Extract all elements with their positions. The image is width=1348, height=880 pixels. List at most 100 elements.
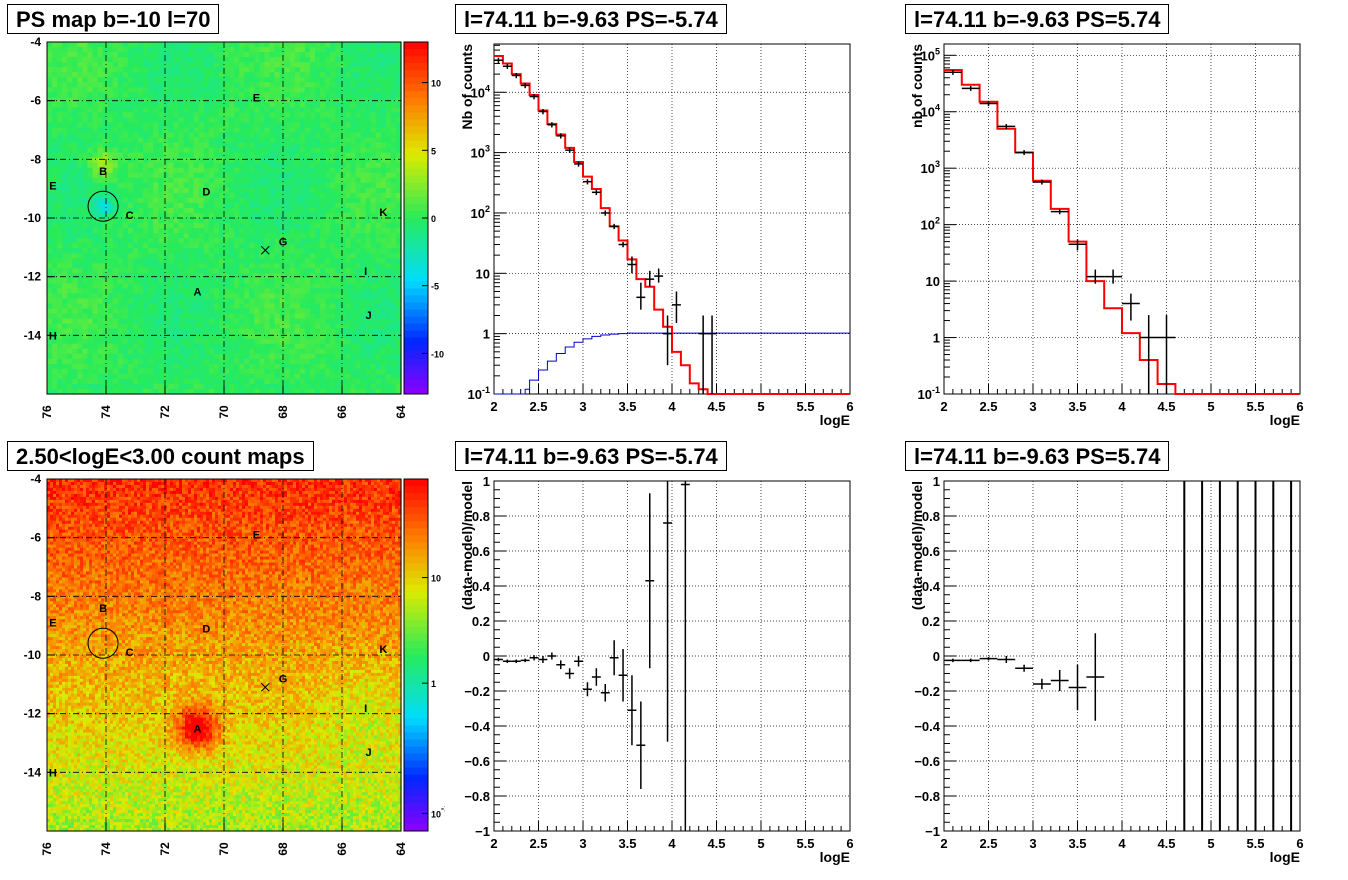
y-tick-label: −0.6 [914,754,940,769]
y-tick-label: 103 [471,144,490,161]
map-x-tick-label: 72 [158,405,172,419]
y-tick-label: 10 [926,274,940,289]
map-y-tick-label: -14 [24,328,42,342]
source-label: A [193,723,201,735]
map-x-tick-label: 72 [158,842,172,856]
colorbar-tick-label: 5 [431,146,436,156]
source-label: E [253,93,260,105]
source-label: B [99,166,107,178]
x-tick-label: 5 [1207,399,1214,414]
colorbar-tick-label: 10 [431,79,441,89]
residual-1-title: l=74.11 b=-9.63 PS=-5.74 [455,441,727,471]
source-label: E [49,618,56,630]
y-tick-label: 0.2 [922,614,940,629]
x-axis-label: logE [1270,849,1300,865]
x-tick-label: 2 [940,399,947,414]
source-label: I [364,703,367,715]
y-tick-label: 103 [921,159,940,176]
map-x-tick-label: 64 [394,405,408,419]
source-label: K [379,207,387,219]
x-tick-label: 5 [1207,836,1214,851]
x-tick-label: 3 [1029,836,1036,851]
x-tick-label: 3.5 [1068,399,1086,414]
y-axis-label: (data-model)/model [909,481,925,610]
source-label: E [253,530,260,542]
colorbar-tick-label: 10-1 [431,803,445,819]
x-tick-label: 3.5 [1068,836,1086,851]
y-tick-label: 102 [921,216,940,233]
map-x-tick-label: 70 [217,405,231,419]
y-tick-label: −1 [475,824,490,839]
x-tick-label: 3.5 [618,836,636,851]
colorbar [404,479,428,832]
y-tick-label: −0.2 [914,684,940,699]
x-tick-label: 4.5 [707,836,725,851]
residual-2-title: l=74.11 b=-9.63 PS=5.74 [905,441,1169,471]
x-tick-label: 3.5 [618,399,636,414]
x-tick-label: 5.5 [796,836,814,851]
map-x-tick-label: 68 [276,405,290,419]
y-tick-label: 10-1 [918,385,940,402]
x-tick-label: 2 [490,836,497,851]
colorbar-tick-label: 1 [431,679,436,689]
map-y-tick-label: -8 [30,152,41,166]
map-x-tick-label: 74 [99,842,113,856]
x-tick-label: 2.5 [979,399,997,414]
map-x-tick-label: 66 [335,842,349,856]
map-y-tick-label: -8 [30,589,41,603]
x-tick-label: 5 [757,399,764,414]
x-tick-label: 4 [668,399,676,414]
x-tick-label: 4.5 [1157,399,1175,414]
map-y-tick-label: -12 [24,270,42,284]
source-label: D [202,624,210,636]
spectrum-1-title: l=74.11 b=-9.63 PS=-5.74 [455,4,727,34]
y-tick-label: 10-1 [468,385,490,402]
x-tick-label: 4 [668,836,676,851]
x-tick-label: 5.5 [1246,836,1264,851]
x-tick-label: 4 [1118,399,1126,414]
map-y-tick-label: -10 [24,211,42,225]
y-axis-label: (data-model)/model [459,481,475,610]
source-label: J [365,310,371,322]
y-axis-label: nb of counts [909,44,925,128]
y-tick-label: 102 [471,204,490,221]
x-tick-label: 2.5 [529,399,547,414]
x-tick-label: 2 [940,836,947,851]
x-tick-label: 3 [579,836,586,851]
y-tick-label: 1 [933,331,940,346]
spectrum-2-title: l=74.11 b=-9.63 PS=5.74 [905,4,1169,34]
colorbar-tick-label: 0 [431,214,436,224]
y-tick-label: −0.2 [464,684,490,699]
source-label: D [202,187,210,199]
source-label: G [279,673,288,685]
y-tick-label: 1 [933,474,940,489]
source-label: B [99,603,107,615]
x-tick-label: 4.5 [1157,836,1175,851]
source-label: K [379,644,387,656]
y-tick-label: −0.4 [914,719,940,734]
map-y-tick-label: -6 [30,94,41,108]
y-tick-label: 0.2 [472,614,490,629]
x-tick-label: 5.5 [1246,399,1264,414]
x-axis-label: logE [820,849,850,865]
x-axis-label: logE [1270,412,1300,428]
source-label: J [365,747,371,759]
y-tick-label: 0 [483,649,490,664]
y-tick-label: 10 [476,266,490,281]
x-tick-label: 4 [1118,836,1126,851]
y-tick-label: 1 [483,327,490,342]
y-tick-label: −0.6 [464,754,490,769]
map-x-tick-label: 70 [217,842,231,856]
y-axis-label: Nb of counts [459,44,475,130]
x-tick-label: 5 [757,836,764,851]
map-y-tick-label: -6 [30,531,41,545]
source-label: G [279,236,288,248]
x-tick-label: 3 [1029,399,1036,414]
